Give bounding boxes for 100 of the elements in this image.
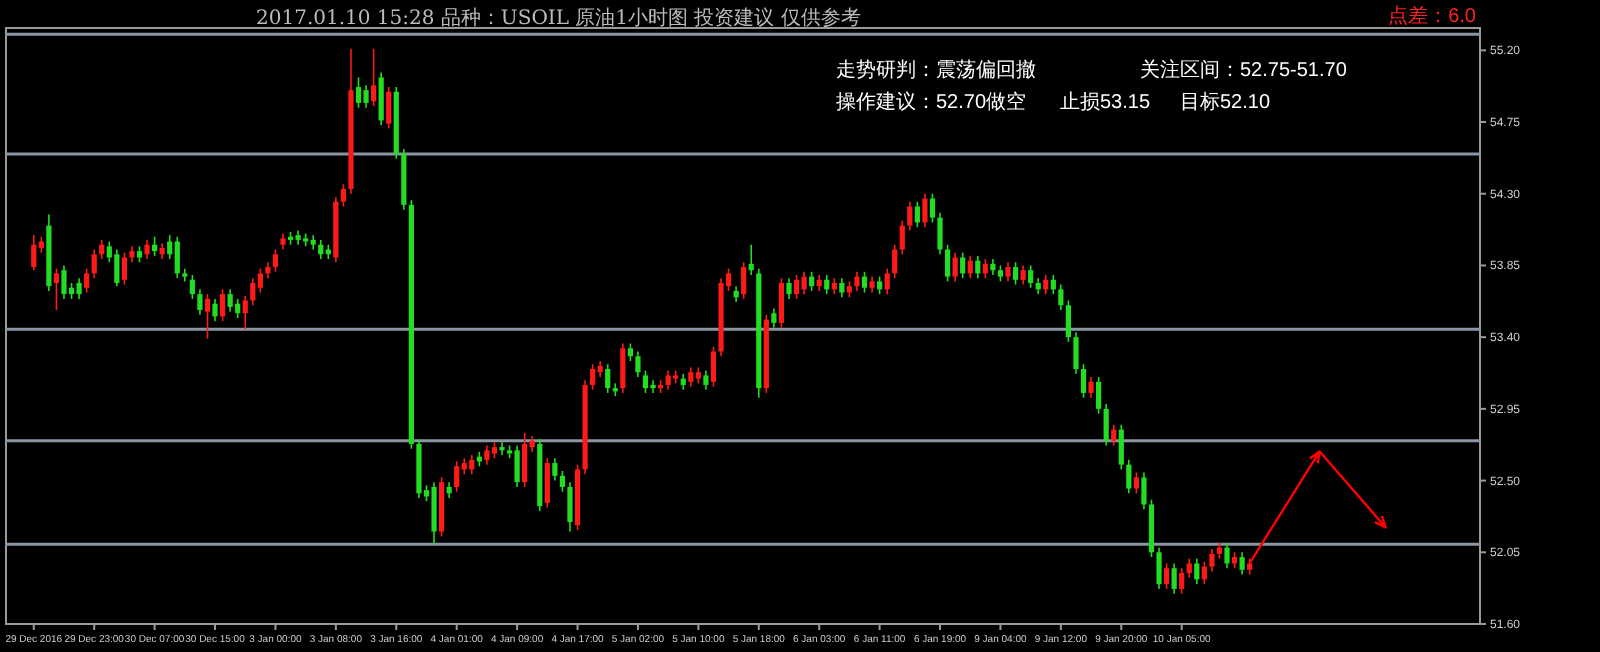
candlestick [605, 363, 611, 394]
candlestick [431, 481, 437, 546]
candlestick [99, 239, 105, 260]
candlestick [1156, 546, 1162, 590]
candlestick [1133, 471, 1139, 495]
candlestick [227, 288, 233, 313]
candlestick [355, 76, 362, 109]
candlestick [84, 267, 90, 294]
candlestick [1209, 548, 1215, 573]
candlestick [771, 307, 777, 329]
candlestick [1103, 403, 1109, 447]
candlestick [1058, 283, 1064, 311]
candlestick [363, 84, 369, 109]
candlestick [929, 192, 936, 224]
candlestick [1186, 557, 1192, 579]
candlestick [257, 267, 263, 294]
candlestick [189, 274, 195, 300]
candlestick [544, 457, 550, 509]
candlestick [1043, 274, 1049, 295]
candlestick [1065, 299, 1072, 343]
annotation: 关注区间：52.75-51.70 [1140, 58, 1348, 82]
candlestick [121, 251, 127, 286]
candlestick [861, 271, 868, 294]
candlestick [620, 342, 626, 394]
candlestick [1096, 376, 1102, 415]
annotation: 目标52.10 [1180, 90, 1271, 114]
candlestick [1126, 459, 1132, 495]
candlestick [778, 277, 785, 329]
candlestick [1141, 471, 1147, 511]
candlestick [1224, 541, 1230, 570]
candlestick [590, 363, 596, 391]
candlestick [786, 277, 792, 300]
candlestick [272, 248, 279, 273]
candlestick [975, 255, 981, 279]
candlestick [635, 350, 641, 378]
candlestick [386, 86, 392, 130]
candlestick [1080, 363, 1087, 399]
annotation: 操作建议：52.70做空 [836, 90, 1027, 114]
candlestick [952, 251, 958, 283]
candlestick [1073, 331, 1079, 375]
candlestick [1239, 551, 1245, 576]
candlestick [892, 243, 898, 279]
candlestick [710, 345, 717, 388]
candlestick [982, 258, 988, 279]
candlestick [552, 457, 558, 482]
annotation: 走势研判：震荡偏回撤 [836, 58, 1036, 82]
candlestick [944, 243, 951, 283]
candlestick [1088, 376, 1094, 399]
candlestick [1050, 274, 1056, 295]
candlestick [469, 454, 475, 475]
candlestick [650, 379, 656, 394]
candlestick [748, 243, 754, 276]
candlestick [318, 239, 324, 260]
candlestick [1194, 557, 1200, 585]
annotation: 点差：6.0 [1388, 4, 1477, 28]
candlestick [937, 212, 943, 256]
candlestick [340, 183, 347, 208]
candlestick [242, 294, 248, 330]
candlestick [499, 441, 505, 456]
candlestick [454, 460, 460, 493]
candlestick [53, 267, 60, 311]
candlestick [197, 288, 203, 316]
candlestick [960, 251, 966, 279]
candlestick [922, 192, 928, 228]
candlestick [174, 235, 180, 279]
candlestick [76, 277, 82, 300]
candlestick [484, 444, 490, 466]
candlestick [1171, 562, 1177, 595]
candlestick [1201, 561, 1207, 585]
candlestick [793, 274, 800, 300]
candlestick [642, 369, 649, 394]
candlestick [688, 366, 694, 388]
candlestick [152, 235, 158, 257]
candlestick [839, 277, 845, 299]
candlestick [801, 271, 807, 295]
candlestick [522, 431, 528, 488]
candlestick [91, 248, 97, 279]
candlestick [967, 255, 973, 279]
candlestick [371, 47, 377, 107]
candlestick [204, 293, 211, 340]
candlestick [250, 277, 256, 307]
candlestick [703, 369, 709, 391]
candlestick [1111, 424, 1117, 447]
candlestick [514, 444, 520, 488]
candlestick [1163, 562, 1170, 590]
candlestick [1028, 264, 1034, 289]
candlestick [31, 234, 37, 272]
candlestick [741, 261, 747, 300]
candlestick [219, 288, 226, 323]
candlestick [854, 271, 860, 292]
candlestick [1020, 264, 1026, 286]
candlestick [824, 274, 830, 295]
candlestick [378, 71, 384, 127]
candlestick [1179, 567, 1185, 595]
chart-title: 2017.01.10 15:28 品种：USOIL 原油1小时图 投资建议 仅供参考 [256, 6, 861, 30]
candlestick [1148, 498, 1155, 558]
candlestick [914, 200, 920, 228]
candlestick [809, 271, 815, 292]
candlestick [567, 481, 573, 533]
candlestick [899, 220, 905, 256]
